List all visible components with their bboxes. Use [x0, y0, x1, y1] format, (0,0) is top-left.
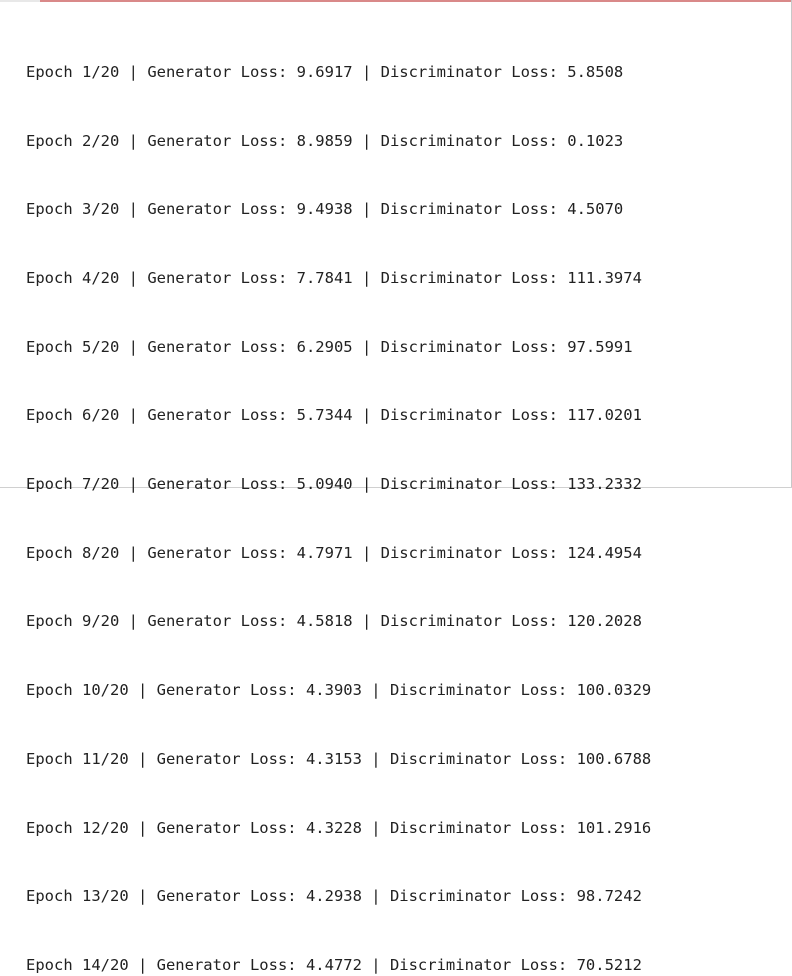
training-log-output: Epoch 1/20 | Generator Loss: 9.6917 | Di… — [26, 15, 651, 976]
log-line-epoch-3: Epoch 3/20 | Generator Loss: 9.4938 | Di… — [26, 200, 624, 219]
log-line-epoch-8: Epoch 8/20 | Generator Loss: 4.7971 | Di… — [26, 543, 642, 562]
log-line-epoch-4: Epoch 4/20 | Generator Loss: 7.7841 | Di… — [26, 268, 642, 287]
log-line-epoch-13: Epoch 13/20 | Generator Loss: 4.2938 | D… — [26, 887, 642, 906]
log-line-epoch-6: Epoch 6/20 | Generator Loss: 5.7344 | Di… — [26, 406, 642, 425]
log-line-epoch-11: Epoch 11/20 | Generator Loss: 4.3153 | D… — [26, 749, 652, 768]
log-line-epoch-1: Epoch 1/20 | Generator Loss: 9.6917 | Di… — [26, 62, 624, 81]
log-line-epoch-14: Epoch 14/20 | Generator Loss: 4.4772 | D… — [26, 955, 642, 974]
log-line-epoch-12: Epoch 12/20 | Generator Loss: 4.3228 | D… — [26, 818, 652, 837]
log-line-epoch-2: Epoch 2/20 | Generator Loss: 8.9859 | Di… — [26, 131, 624, 150]
log-line-epoch-10: Epoch 10/20 | Generator Loss: 4.3903 | D… — [26, 681, 652, 700]
top-accent-line — [40, 0, 792, 2]
log-line-epoch-9: Epoch 9/20 | Generator Loss: 4.5818 | Di… — [26, 612, 642, 631]
log-line-epoch-7: Epoch 7/20 | Generator Loss: 5.0940 | Di… — [26, 475, 642, 494]
log-line-epoch-5: Epoch 5/20 | Generator Loss: 6.2905 | Di… — [26, 337, 633, 356]
